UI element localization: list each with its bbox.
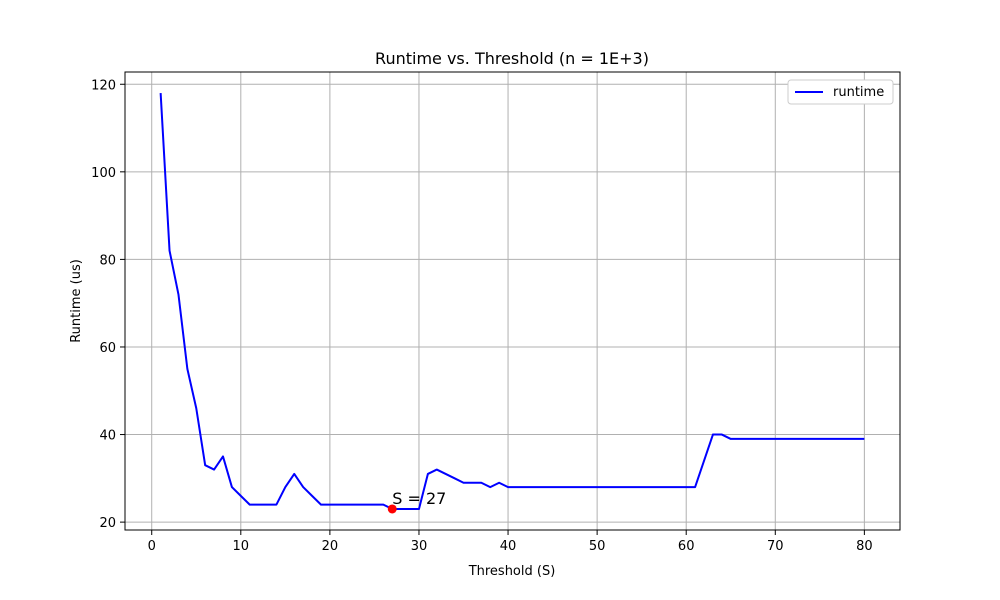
x-tick-label: 30 xyxy=(411,539,428,554)
y-axis-ticks: 20 40 60 80 100 120 xyxy=(91,78,125,531)
x-tick-label: 60 xyxy=(678,539,695,554)
x-tick-label: 10 xyxy=(233,539,250,554)
y-tick-label: 40 xyxy=(99,429,116,444)
y-tick-label: 120 xyxy=(91,78,116,93)
plot-area xyxy=(125,72,900,530)
y-tick-label: 20 xyxy=(99,516,116,531)
legend-box xyxy=(787,79,894,105)
x-tick-label: 50 xyxy=(589,539,606,554)
y-tick-label: 80 xyxy=(99,253,116,268)
series-line-runtime xyxy=(159,92,865,510)
x-tick-label: 40 xyxy=(500,539,517,554)
series-layer xyxy=(159,92,865,510)
x-tick-label: 20 xyxy=(322,539,339,554)
x-tick-label: 70 xyxy=(767,539,784,554)
legend: runtime xyxy=(787,79,894,105)
legend-label-runtime: runtime xyxy=(833,85,884,100)
x-axis-label: Threshold (S) xyxy=(468,564,556,579)
x-tick-label: 0 xyxy=(148,539,156,554)
x-axis-ticks: 0 10 20 30 40 50 60 70 80 xyxy=(148,530,873,554)
optimum-marker xyxy=(387,504,397,514)
y-axis-label: Runtime (us) xyxy=(69,259,84,343)
grid xyxy=(125,72,900,530)
x-tick-label: 80 xyxy=(856,539,873,554)
plot-frame xyxy=(124,71,901,531)
y-tick-label: 60 xyxy=(99,341,116,356)
y-tick-label: 100 xyxy=(91,166,116,181)
optimum-annotation: S = 27 xyxy=(392,489,446,508)
marker-layer: S = 27 xyxy=(387,489,446,514)
chart-title: Runtime vs. Threshold (n = 1E+3) xyxy=(375,49,649,68)
